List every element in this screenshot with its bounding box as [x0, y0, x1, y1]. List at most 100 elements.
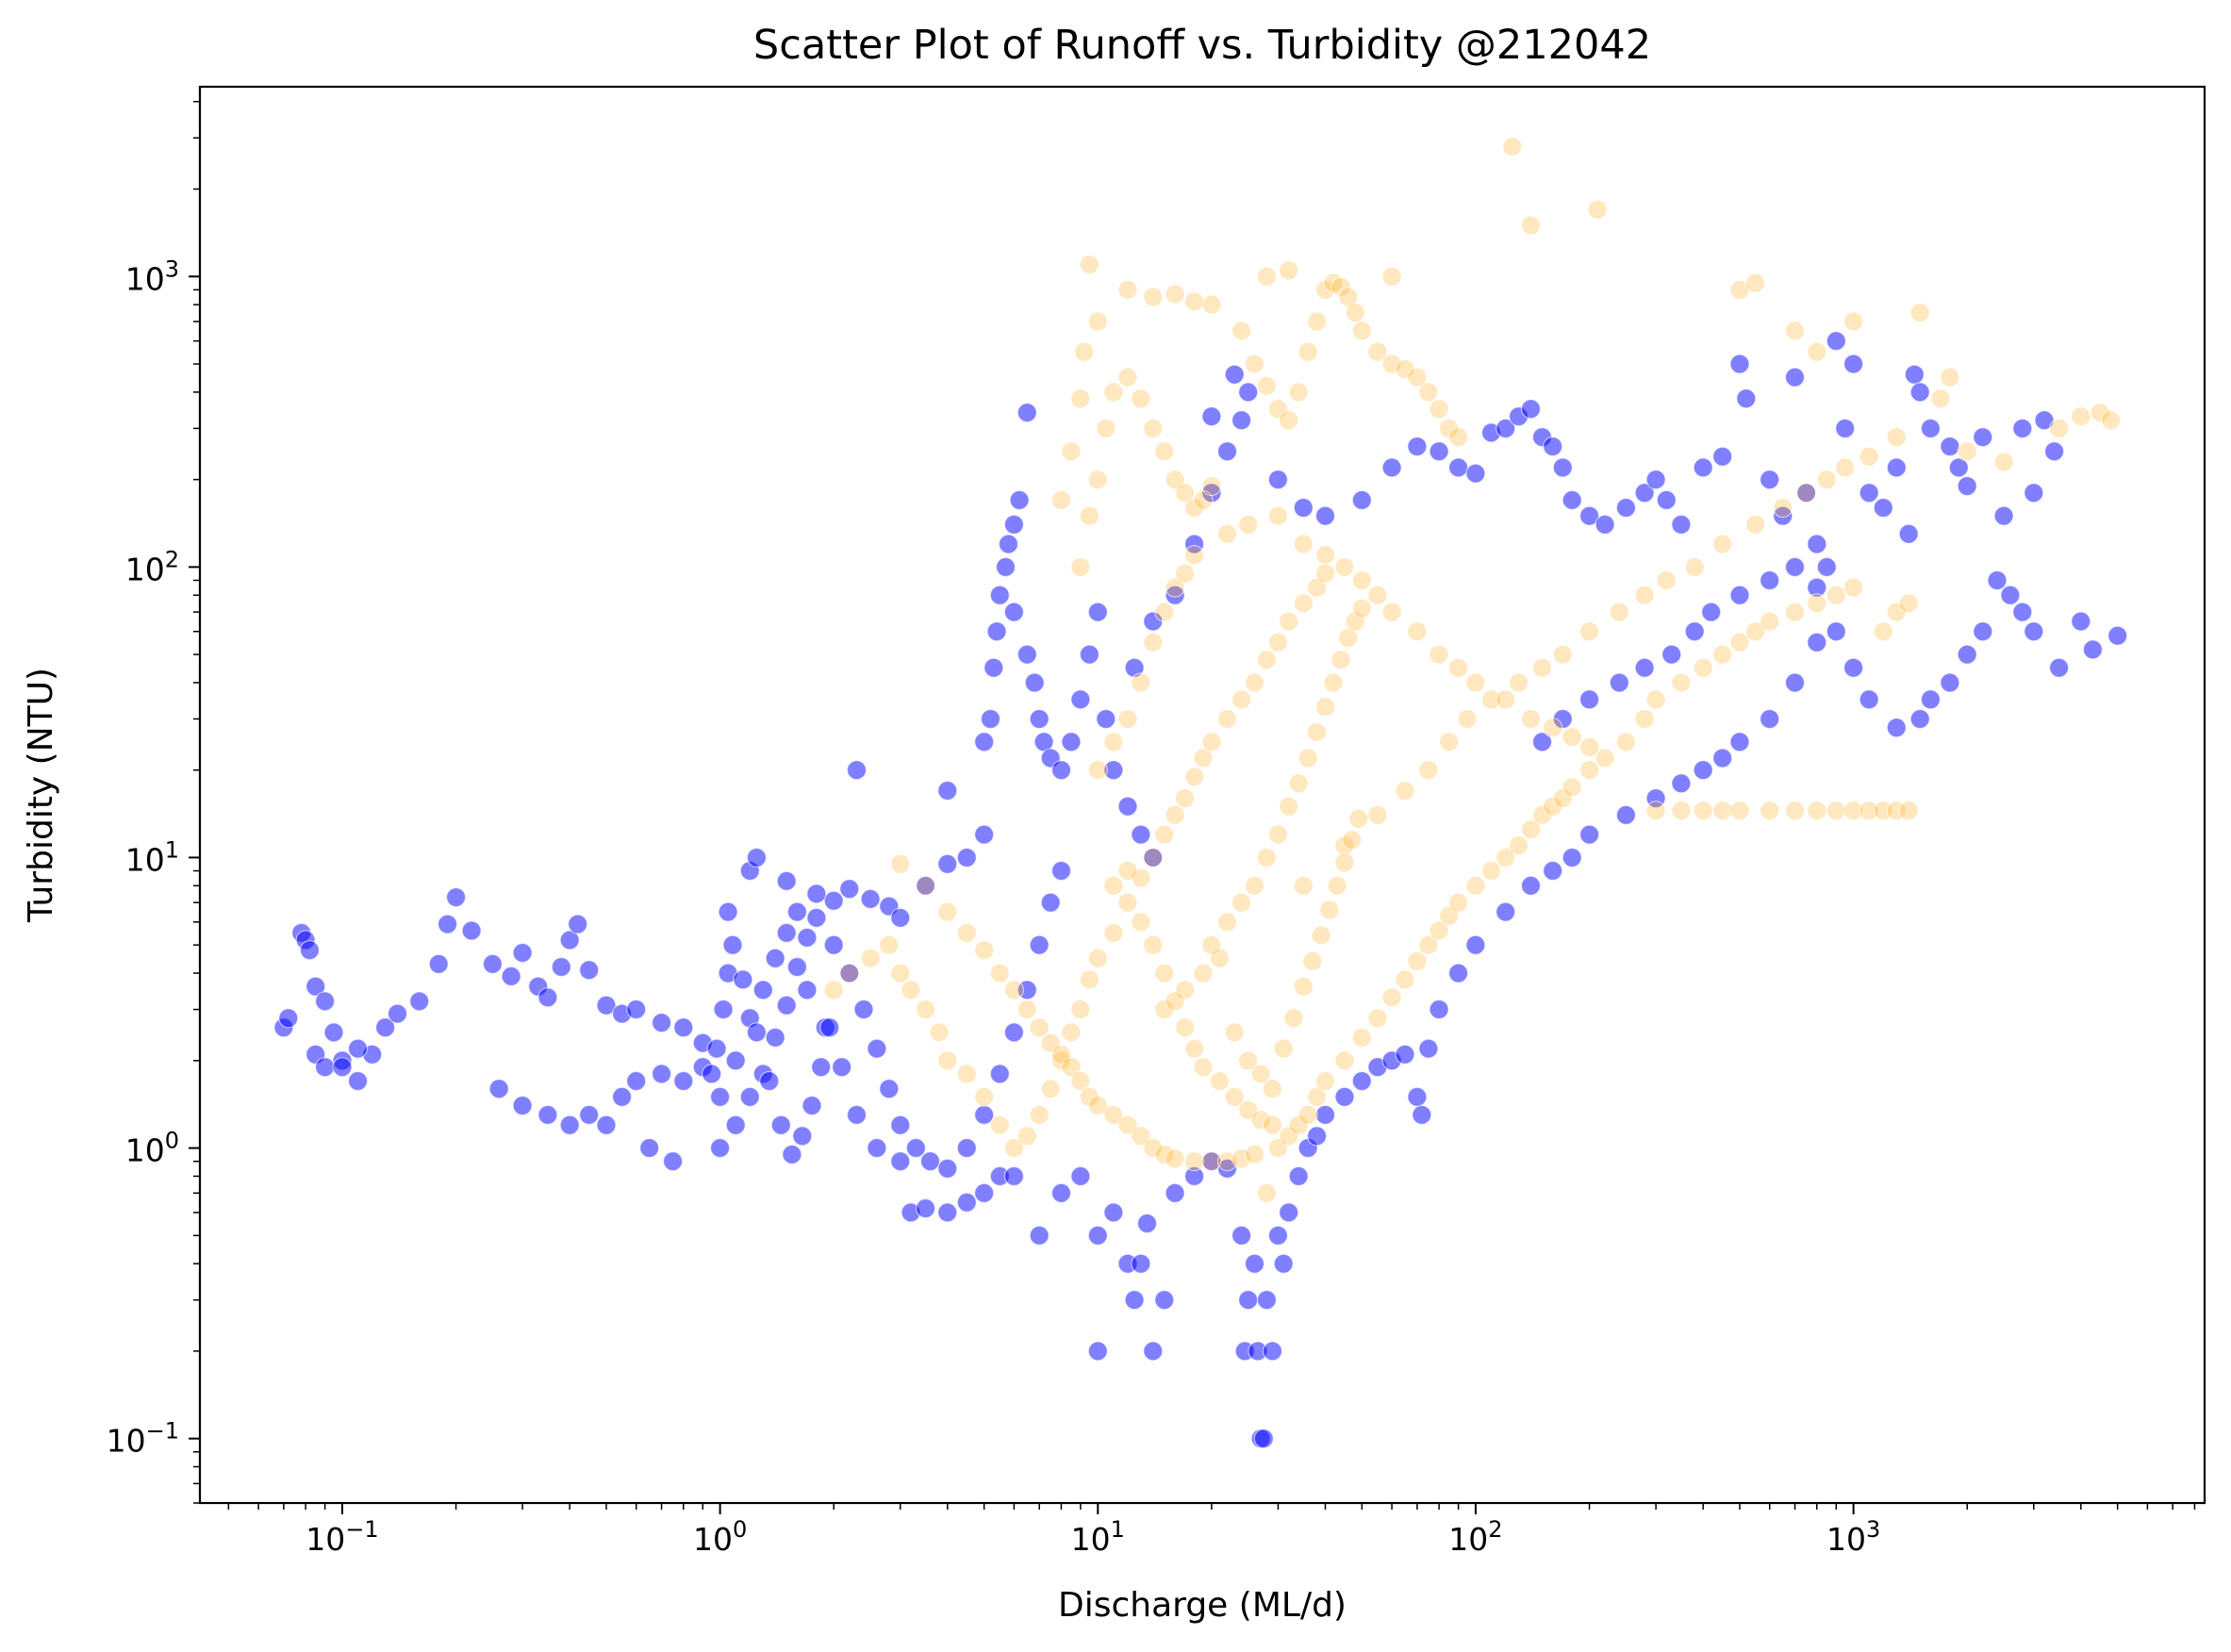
data-point	[1293, 534, 1314, 554]
data-point	[1224, 1086, 1245, 1107]
data-point	[1117, 367, 1138, 388]
data-point	[1562, 489, 1582, 511]
data-point	[1117, 892, 1138, 913]
data-point	[512, 942, 533, 964]
data-point	[1784, 672, 1806, 693]
data-point	[446, 886, 467, 908]
data-point	[1909, 708, 1930, 730]
data-point	[1760, 708, 1780, 730]
data-point	[1201, 483, 1222, 504]
data-point	[986, 621, 1007, 642]
data-point	[1859, 689, 1879, 710]
data-point	[879, 934, 900, 955]
data-point	[1256, 1182, 1278, 1203]
data-point	[776, 870, 797, 892]
data-point	[1345, 303, 1365, 323]
data-point	[1543, 860, 1563, 882]
data-point	[752, 980, 773, 1000]
data-point	[1578, 760, 1600, 781]
data-point	[1465, 672, 1486, 693]
data-point	[1279, 260, 1299, 281]
data-point	[770, 1115, 791, 1135]
data-point	[1306, 1126, 1328, 1147]
data-point	[1238, 382, 1259, 403]
data-point	[1973, 427, 1993, 448]
data-point	[1562, 726, 1582, 748]
data-point	[974, 1104, 995, 1126]
data-point	[890, 1150, 911, 1172]
data-point	[1165, 804, 1185, 826]
data-point	[1050, 860, 1072, 882]
data-point	[1543, 796, 1563, 817]
data-point	[1886, 427, 1907, 448]
data-point	[1314, 1070, 1336, 1092]
data-point	[1351, 321, 1372, 341]
data-point	[722, 934, 743, 955]
data-point	[832, 1057, 852, 1078]
data-point	[1279, 410, 1299, 431]
data-point	[1103, 875, 1124, 896]
data-point	[879, 1079, 900, 1099]
data-point	[1231, 1148, 1252, 1169]
data-point	[1154, 1144, 1175, 1165]
data-point	[956, 1192, 977, 1213]
data-point	[1238, 1050, 1259, 1071]
data-point	[1712, 644, 1733, 665]
data-point	[1418, 1038, 1439, 1059]
data-point	[1578, 621, 1600, 642]
data-point	[1256, 1289, 1278, 1311]
data-point	[989, 585, 1010, 605]
data-point	[1216, 441, 1238, 462]
data-point	[1314, 563, 1336, 584]
data-point	[890, 1115, 911, 1135]
data-point	[1087, 602, 1108, 622]
data-point	[559, 930, 580, 950]
data-point	[2071, 406, 2091, 427]
data-point	[1297, 1104, 1318, 1126]
data-point	[1634, 657, 1655, 678]
data-point	[1079, 254, 1100, 275]
data-point	[1744, 621, 1766, 642]
data-point	[1465, 934, 1486, 955]
data-point	[1216, 523, 1238, 544]
data-point	[1293, 593, 1314, 614]
data-point	[1117, 796, 1138, 817]
series-1	[823, 136, 2122, 1203]
data-point	[1029, 1104, 1049, 1126]
data-point	[1302, 950, 1323, 971]
data-point	[1074, 341, 1095, 362]
data-point	[1729, 732, 1750, 752]
data-point	[901, 980, 921, 1000]
data-point	[1693, 760, 1713, 781]
data-point	[1016, 999, 1037, 1020]
data-point	[1244, 1253, 1265, 1274]
data-point	[1957, 441, 1977, 462]
data-point	[559, 1115, 580, 1135]
data-point	[1807, 593, 1827, 614]
data-point	[1940, 672, 1960, 693]
data-point	[937, 1202, 958, 1223]
data-point	[1429, 441, 1449, 462]
data-point	[1520, 818, 1542, 840]
data-point	[974, 940, 995, 961]
data-point	[1795, 483, 1817, 504]
data-point	[1447, 892, 1469, 913]
data-point	[919, 1150, 941, 1172]
data-point	[1407, 367, 1428, 388]
data-point	[1231, 689, 1252, 710]
data-point	[1634, 708, 1655, 730]
data-point	[1948, 457, 1969, 478]
data-point	[1334, 1050, 1355, 1071]
data-point	[1693, 457, 1713, 478]
data-point	[989, 1115, 1010, 1135]
data-point	[1595, 514, 1615, 535]
data-point	[2012, 418, 2033, 438]
data-point	[1224, 364, 1245, 385]
data-point	[1873, 497, 1893, 519]
data-point	[2107, 625, 2128, 646]
data-point	[1040, 1079, 1061, 1099]
data-point	[1103, 1104, 1124, 1126]
data-point	[1930, 388, 1951, 409]
data-point	[1201, 732, 1222, 752]
